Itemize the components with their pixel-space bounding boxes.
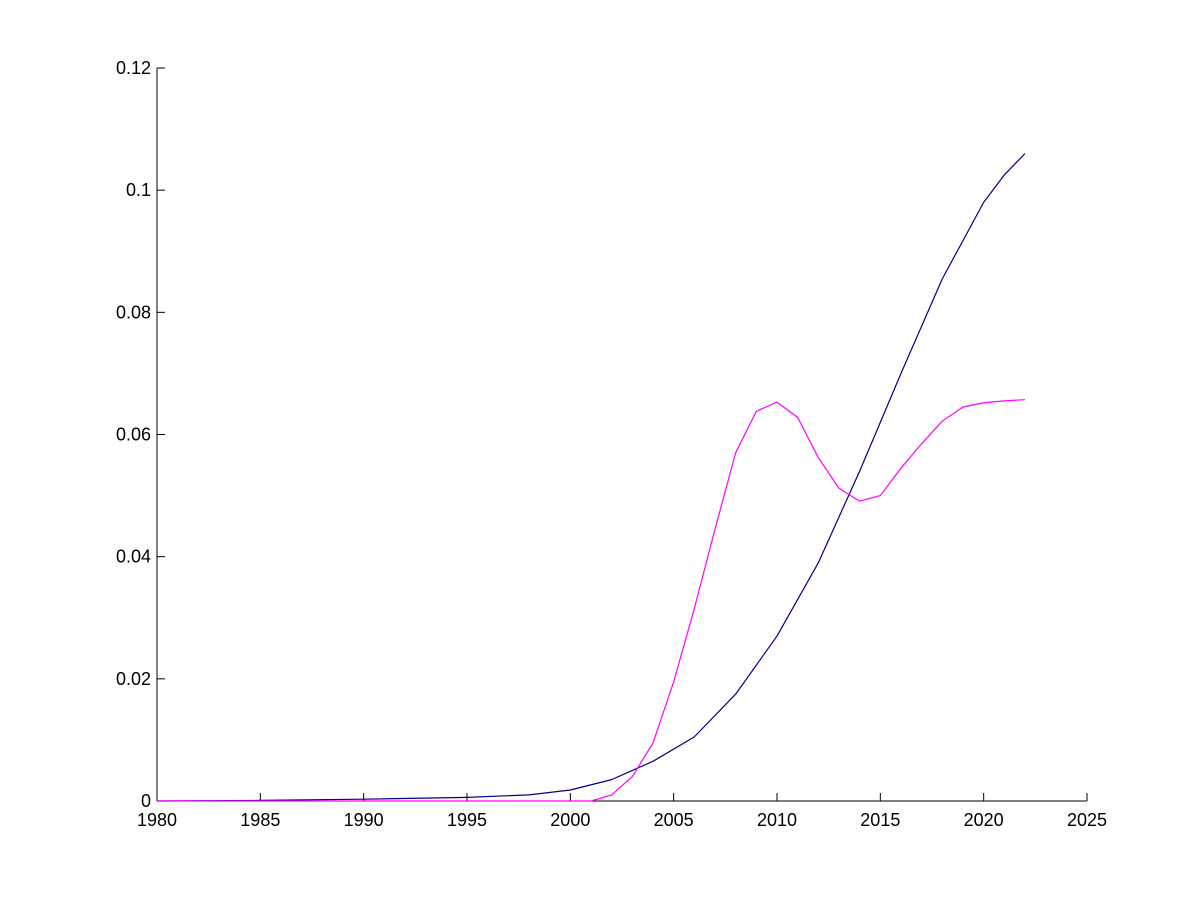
series-line-2 xyxy=(157,399,1026,802)
y-tick-label: 0 xyxy=(141,791,151,811)
x-tick-label: 1990 xyxy=(344,810,384,830)
x-tick-label: 2020 xyxy=(964,810,1004,830)
y-tick-label: 0.1 xyxy=(126,180,151,200)
x-tick-label: 2015 xyxy=(860,810,900,830)
y-tick-label: 0.04 xyxy=(116,547,151,567)
series-line-1 xyxy=(156,153,1026,802)
x-tick-label: 2010 xyxy=(757,810,797,830)
x-tick-label: 1995 xyxy=(447,810,487,830)
y-tick-label: 0.08 xyxy=(116,302,151,322)
y-tick-label: 0.02 xyxy=(116,669,151,689)
axes: 1980 1985 1990 1995 2000 2005 2010 2015 2020 2025… xyxy=(116,58,1107,830)
y-tick-label: 0.06 xyxy=(116,425,151,445)
x-tick-label: 2025 xyxy=(1067,810,1107,830)
x-tick-label: 1985 xyxy=(240,810,280,830)
series-layer xyxy=(156,153,1026,802)
x-tick-label: 2000 xyxy=(550,810,590,830)
x-tick-label: 2005 xyxy=(654,810,694,830)
y-tick-label: 0.12 xyxy=(116,58,151,78)
x-tick-label: 1980 xyxy=(137,810,177,830)
